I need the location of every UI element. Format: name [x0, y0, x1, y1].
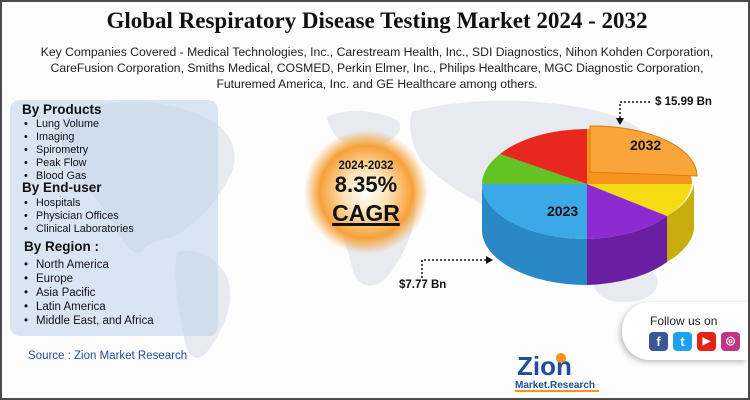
zion-logo: Zion Market.Research	[515, 351, 599, 392]
cagr-value: 8.35%	[334, 172, 398, 197]
market-value-start: $7.77 Bn	[399, 279, 447, 291]
cagr-label: CAGR	[332, 200, 400, 226]
key-companies-line-3: Futuremed America, Inc. and GE Healthcar…	[216, 77, 538, 91]
pie-side-walls	[482, 184, 694, 285]
list-item: Physician Offices	[22, 210, 134, 223]
list-item: Middle East, and Africa	[22, 314, 154, 328]
twitter-icon[interactable]: t	[673, 332, 692, 351]
key-companies-line-1: Key Companies Covered - Medical Technolo…	[40, 45, 714, 59]
list-item: Asia Pacific	[22, 286, 154, 300]
pie-slice-blue	[482, 184, 587, 239]
youtube-icon[interactable]: ▶	[697, 332, 716, 351]
list-item: Hospitals	[22, 197, 134, 210]
end-user-list: Hospitals Physician Offices Clinical Lab…	[22, 197, 134, 236]
logo-sub: Market.Research	[515, 380, 595, 391]
products-heading: By Products	[22, 102, 102, 117]
cagr-glow	[304, 130, 428, 254]
list-item: North America	[22, 258, 154, 272]
market-pie-3d: 2032 2023	[482, 125, 698, 285]
list-item: Blood Gas	[22, 170, 99, 183]
pie-slice-orange-raised	[589, 125, 698, 177]
region-list: North America Europe Asia Pacific Latin …	[22, 258, 154, 328]
region-heading: By Region :	[24, 239, 100, 254]
end-user-heading: By End-user	[22, 180, 102, 195]
pie-slice-green	[482, 154, 587, 184]
list-item: Imaging	[22, 131, 99, 144]
products-list: Lung Volume Imaging Spirometry Peak Flow…	[22, 118, 99, 183]
pie-slice-red	[500, 129, 587, 184]
facebook-icon[interactable]: f	[649, 332, 668, 351]
pie-year-end: 2032	[630, 137, 661, 153]
pie-year-start: 2023	[547, 203, 578, 219]
pie-slice-yellow	[587, 184, 692, 216]
page-title: Global Respiratory Disease Testing Marke…	[106, 8, 648, 33]
instagram-icon[interactable]: ◎	[721, 332, 740, 351]
list-item: Europe	[22, 272, 154, 286]
pie-slice-purple	[587, 184, 667, 239]
list-item: Clinical Laboratories	[22, 223, 134, 236]
cagr-years: 2024-2032	[338, 160, 394, 172]
list-item: Spirometry	[22, 144, 99, 157]
list-item: Latin America	[22, 300, 154, 314]
key-companies-line-2: CareFusion Corporation, Smiths Medical, …	[50, 61, 704, 75]
source-text: Source : Zion Market Research	[28, 350, 188, 362]
list-item: Peak Flow	[22, 157, 99, 170]
list-item: Lung Volume	[22, 118, 99, 131]
follow-us-label: Follow us on	[650, 314, 718, 328]
key-companies-text: Key Companies Covered - Medical Technolo…	[12, 44, 742, 92]
social-follow-card	[622, 302, 748, 360]
market-value-end: $ 15.99 Bn	[655, 96, 712, 108]
